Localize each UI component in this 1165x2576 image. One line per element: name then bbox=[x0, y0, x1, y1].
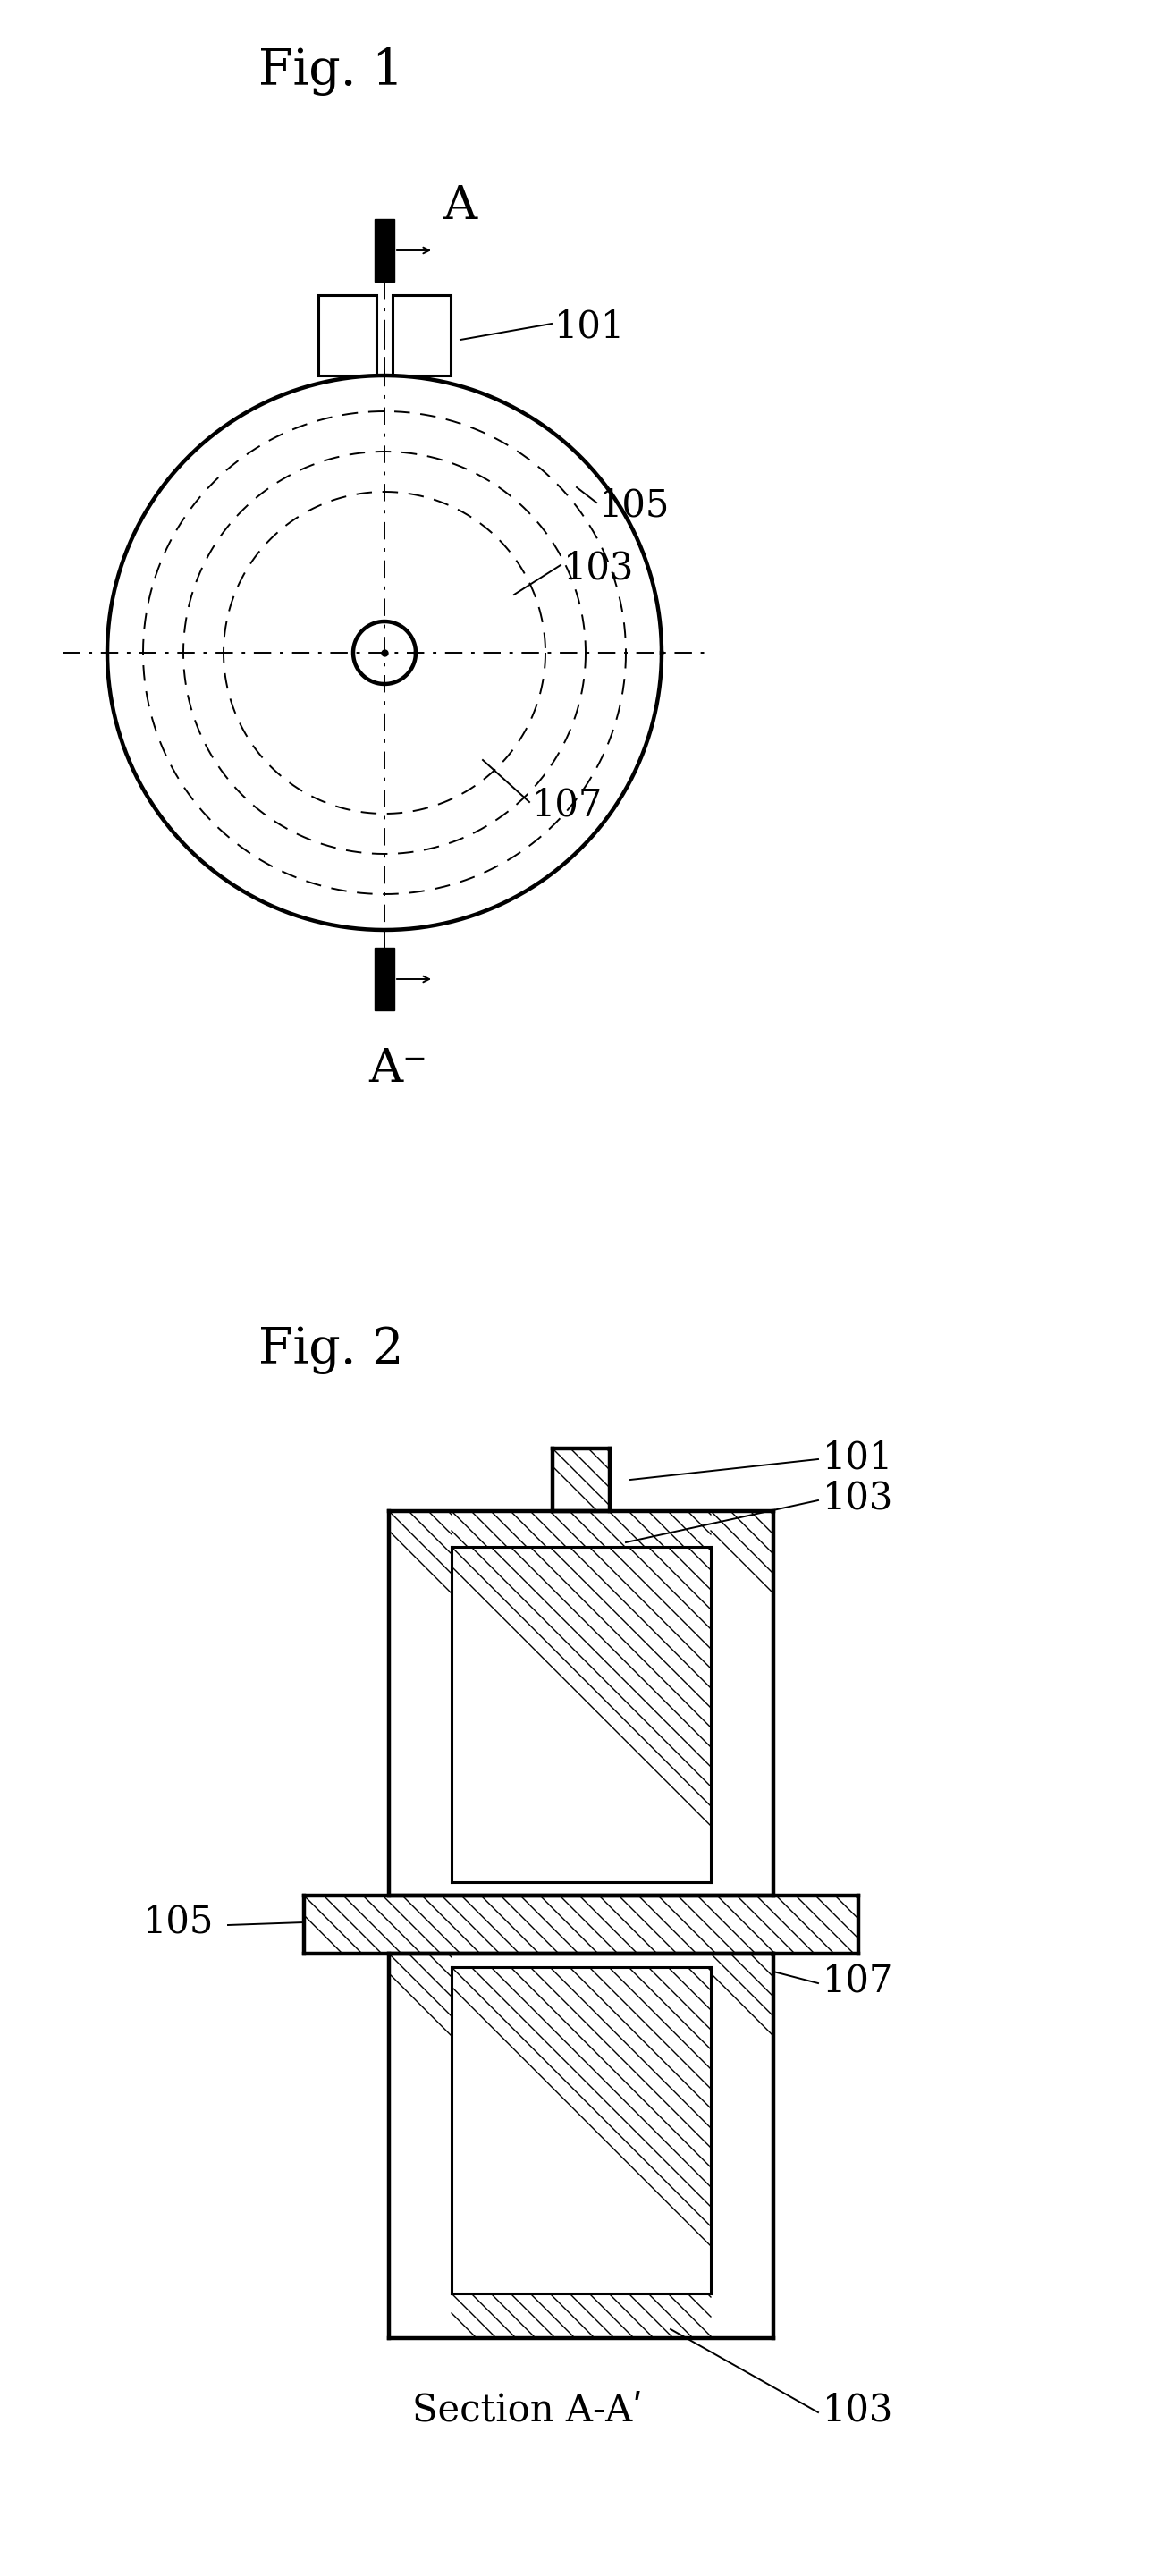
Text: A: A bbox=[443, 183, 476, 229]
Text: 103: 103 bbox=[822, 1479, 894, 1517]
Text: 105: 105 bbox=[143, 1904, 214, 1942]
Text: 101: 101 bbox=[555, 307, 626, 345]
Text: 107: 107 bbox=[822, 1963, 894, 1999]
Text: Section A-Aʹ: Section A-Aʹ bbox=[412, 2391, 643, 2429]
Text: A⁻: A⁻ bbox=[368, 1046, 428, 1092]
Text: 105: 105 bbox=[599, 487, 670, 523]
Polygon shape bbox=[375, 948, 394, 1010]
Text: 101: 101 bbox=[822, 1437, 894, 1476]
Text: Fig. 1: Fig. 1 bbox=[259, 46, 403, 95]
Text: 107: 107 bbox=[532, 786, 603, 824]
Text: Fig. 2: Fig. 2 bbox=[259, 1327, 403, 1376]
Text: 103: 103 bbox=[563, 549, 634, 587]
Text: 103: 103 bbox=[822, 2391, 894, 2429]
Polygon shape bbox=[375, 219, 394, 281]
